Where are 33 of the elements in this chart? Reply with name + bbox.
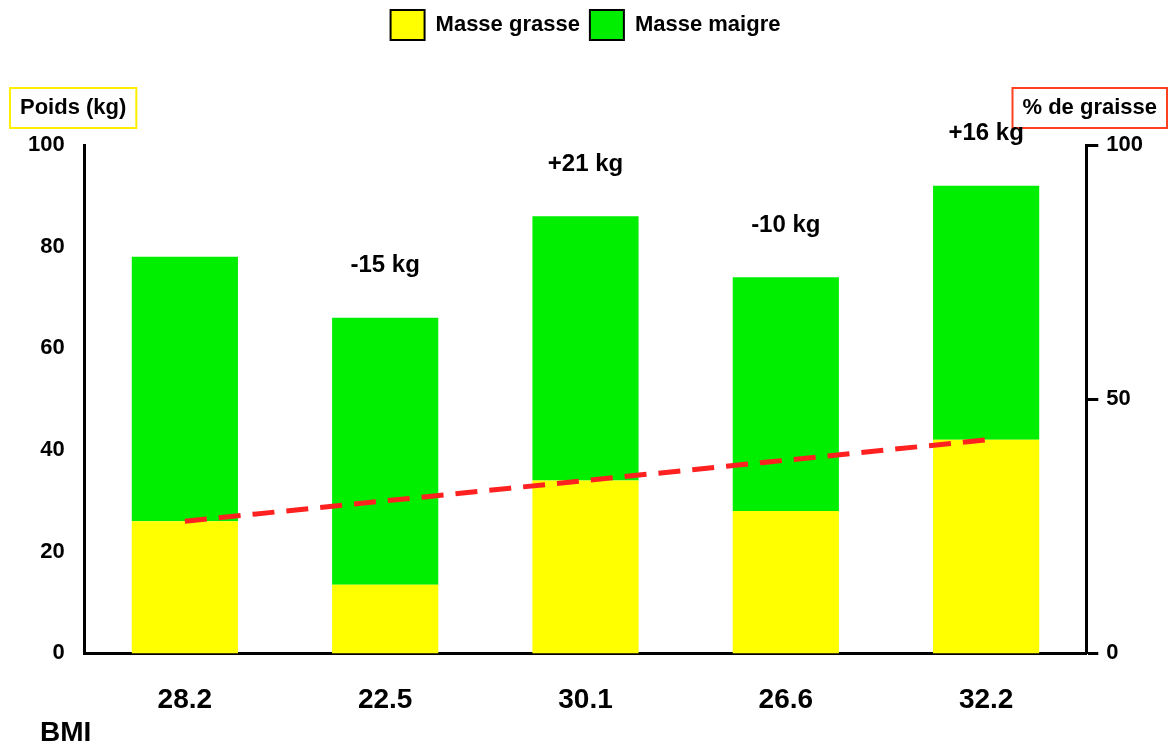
bar — [131, 256, 238, 522]
x-tick-label: 22.5 — [357, 682, 413, 714]
bar — [732, 277, 839, 512]
x-tick-label: 32.2 — [958, 682, 1014, 714]
annotation: -10 kg — [751, 209, 821, 237]
y-tick-label: 60 — [40, 334, 65, 360]
legend-label: Masse maigre — [634, 11, 781, 37]
bar — [933, 439, 1040, 654]
y2-tick-label: 100 — [1106, 131, 1144, 157]
y-tick-label: 20 — [40, 537, 65, 563]
bar — [332, 584, 439, 654]
y2-tick-label: 50 — [1106, 385, 1131, 411]
legend-label: Masse grasse — [435, 11, 580, 37]
x-axis-title: BMI — [40, 715, 92, 747]
bar — [933, 185, 1040, 440]
y-tick-label: 0 — [52, 639, 65, 665]
x-tick-label: 30.1 — [558, 682, 613, 714]
bar — [532, 216, 639, 481]
bar — [332, 317, 439, 585]
annotation: +21 kg — [547, 148, 624, 176]
annotation: +16 kg — [948, 118, 1024, 146]
y-tick-label: 100 — [27, 131, 65, 157]
y2-axis-title: % de graisse — [1022, 94, 1157, 120]
bar — [532, 480, 639, 654]
bar — [732, 511, 839, 654]
bar — [131, 521, 238, 654]
y-axis-title: Poids (kg) — [20, 94, 127, 120]
y2-tick-label: 0 — [1106, 639, 1119, 665]
x-tick-label: 28.2 — [157, 682, 213, 714]
y-tick-label: 80 — [40, 232, 65, 258]
y-tick-label: 40 — [40, 436, 65, 462]
annotation: -15 kg — [350, 250, 420, 278]
x-tick-label: 26.6 — [758, 682, 814, 714]
